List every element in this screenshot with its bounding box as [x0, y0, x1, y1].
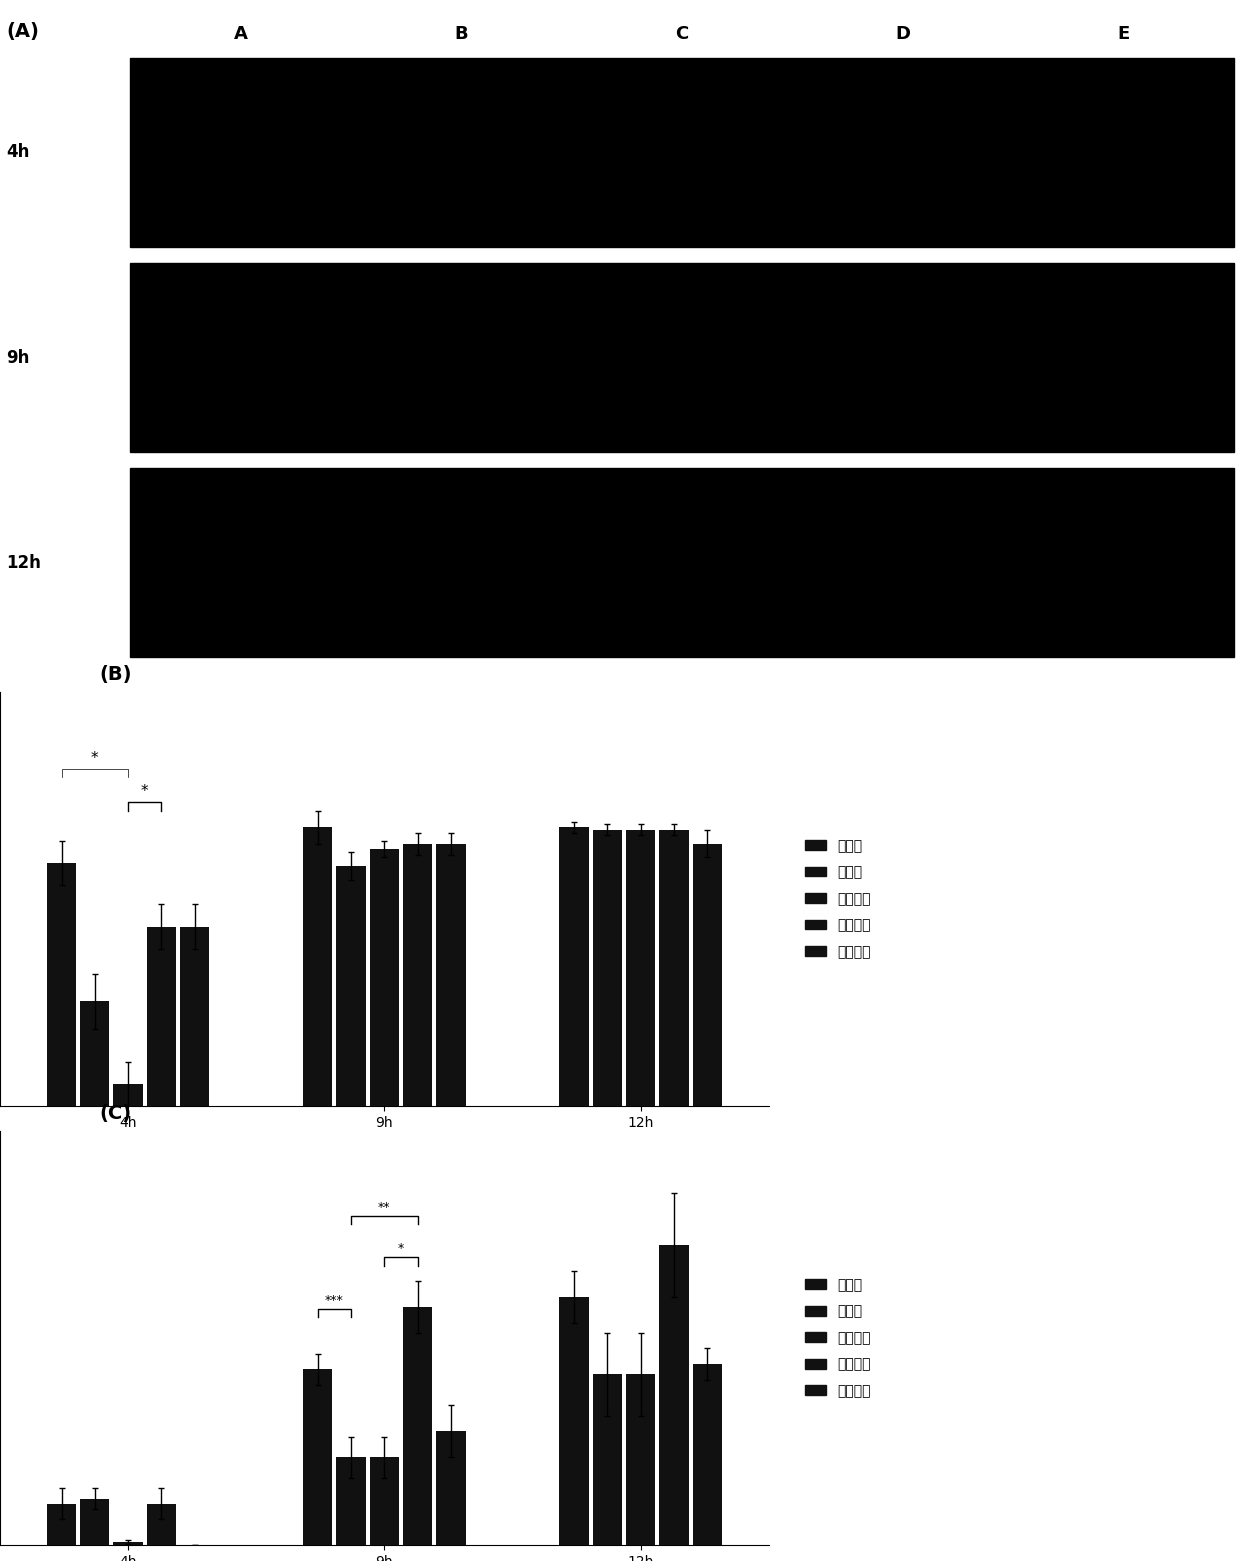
Bar	[693, 843, 722, 1107]
Text: *: *	[91, 751, 99, 766]
Bar	[660, 1244, 688, 1545]
Bar	[130, 58, 1234, 247]
Bar	[593, 1374, 622, 1545]
Bar	[303, 827, 332, 1107]
Text: C: C	[676, 25, 688, 44]
Bar	[303, 1369, 332, 1545]
Bar	[336, 1458, 366, 1545]
Text: 12h: 12h	[6, 554, 41, 571]
Bar	[146, 927, 176, 1107]
Bar	[130, 468, 1234, 657]
Text: (A): (A)	[6, 22, 40, 41]
Text: (B): (B)	[99, 665, 131, 684]
Bar	[370, 849, 399, 1107]
Bar	[626, 1374, 655, 1545]
Bar	[47, 1503, 76, 1545]
Bar	[436, 843, 466, 1107]
Bar	[660, 830, 688, 1107]
Bar	[559, 827, 589, 1107]
Bar	[370, 1458, 399, 1545]
Legend: 正常组, 模型组, 阳性药组, 低剂量组, 高剂量组: 正常组, 模型组, 阳性药组, 低剂量组, 高剂量组	[800, 834, 875, 965]
Text: 9h: 9h	[6, 348, 30, 367]
Bar	[146, 1503, 176, 1545]
Bar	[559, 1297, 589, 1545]
Text: A: A	[233, 25, 248, 44]
Text: 4h: 4h	[6, 144, 30, 161]
Text: (C): (C)	[99, 1104, 131, 1122]
Bar	[114, 1083, 143, 1107]
Text: E: E	[1117, 25, 1130, 44]
Bar	[47, 863, 76, 1107]
Bar	[180, 927, 210, 1107]
Text: B: B	[455, 25, 467, 44]
Text: *: *	[141, 785, 149, 799]
Text: **: **	[378, 1200, 391, 1214]
Legend: 正常组, 模型组, 阳性药组, 低剂量组, 高剂量组: 正常组, 模型组, 阳性药组, 低剂量组, 高剂量组	[800, 1272, 875, 1403]
Bar	[626, 830, 655, 1107]
Bar	[403, 843, 433, 1107]
Bar	[436, 1431, 466, 1545]
Bar	[114, 1542, 143, 1545]
Bar	[81, 1499, 109, 1545]
Bar	[81, 1001, 109, 1107]
Bar	[693, 1364, 722, 1545]
Text: D: D	[895, 25, 910, 44]
Text: *: *	[398, 1243, 404, 1255]
Bar	[130, 264, 1234, 453]
Bar	[336, 866, 366, 1107]
Text: ***: ***	[325, 1294, 343, 1307]
Bar	[403, 1307, 433, 1545]
Bar	[593, 830, 622, 1107]
